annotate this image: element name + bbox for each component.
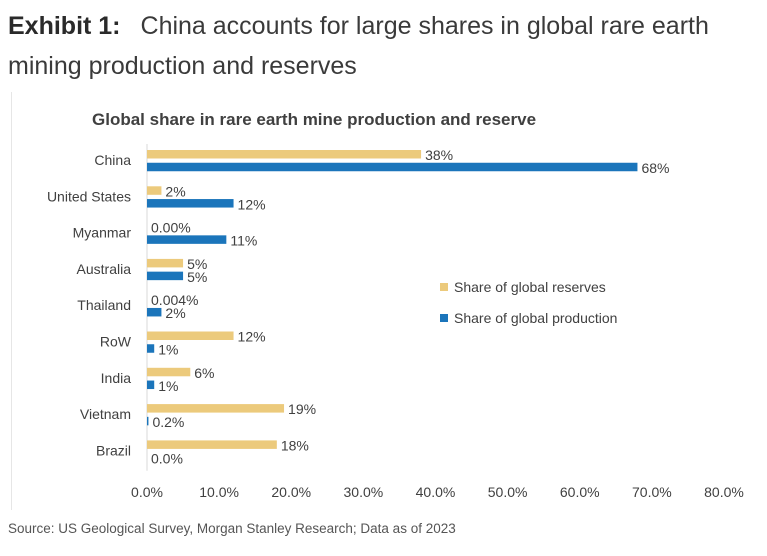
x-tick-label: 0.0% <box>131 484 163 500</box>
reserves-bar <box>147 367 191 377</box>
bar-chart: Global share in rare earth mine producti… <box>47 110 744 500</box>
category-label: United States <box>47 188 131 204</box>
category-label: India <box>101 370 132 386</box>
category-label: RoW <box>100 334 132 350</box>
legend-label-production: Share of global production <box>454 310 617 326</box>
production-data-label: 12% <box>238 196 266 212</box>
source-note: Source: US Geological Survey, Morgan Sta… <box>8 521 456 536</box>
x-tick-label: 50.0% <box>488 484 528 500</box>
production-data-label: 1% <box>158 342 178 358</box>
reserves-data-label: 18% <box>281 437 309 453</box>
x-tick-label: 10.0% <box>199 484 239 500</box>
production-bar <box>147 162 638 172</box>
chart-panel: Global share in rare earth mine producti… <box>11 92 762 510</box>
reserves-bar <box>147 258 184 268</box>
production-data-label: 5% <box>187 269 207 285</box>
category-label: Brazil <box>96 442 131 458</box>
reserves-data-label: 12% <box>238 329 266 345</box>
production-data-label: 68% <box>641 160 669 176</box>
production-data-label: 11% <box>230 233 257 249</box>
reserves-data-label: 0.004% <box>151 292 198 308</box>
production-data-label: 0.2% <box>152 414 184 430</box>
x-tick-label: 30.0% <box>344 484 384 500</box>
chart-title: Global share in rare earth mine producti… <box>92 110 536 129</box>
exhibit-title: China accounts for large shares in globa… <box>8 12 709 80</box>
production-bar <box>147 235 227 244</box>
production-bar <box>147 416 149 426</box>
production-bar <box>147 271 184 281</box>
legend-label-reserves: Share of global reserves <box>454 279 606 295</box>
x-tick-label: 70.0% <box>632 484 672 500</box>
reserves-bar <box>147 440 277 449</box>
x-tick-label: 60.0% <box>560 484 600 500</box>
exhibit-label: Exhibit 1: <box>8 12 121 40</box>
x-tick-label: 40.0% <box>416 484 456 500</box>
x-tick-label: 80.0% <box>704 484 744 500</box>
production-data-label: 1% <box>158 378 178 394</box>
reserves-bar <box>147 331 234 340</box>
reserves-data-label: 5% <box>187 256 207 272</box>
reserves-bar <box>147 404 285 413</box>
category-label: Vietnam <box>80 406 131 422</box>
reserves-bar <box>147 186 162 195</box>
category-label: China <box>94 152 131 168</box>
reserves-data-label: 19% <box>288 401 316 417</box>
production-data-label: 0.0% <box>151 450 183 466</box>
reserves-bar <box>147 150 422 159</box>
category-label: Thailand <box>77 297 131 313</box>
reserves-data-label: 38% <box>425 147 453 163</box>
category-label: Australia <box>77 261 132 277</box>
production-bar <box>147 380 155 390</box>
reserves-data-label: 6% <box>194 365 214 381</box>
category-label: Myanmar <box>73 225 132 241</box>
production-bar <box>147 199 234 208</box>
legend-swatch-production <box>440 314 448 322</box>
x-tick-label: 20.0% <box>271 484 311 500</box>
production-data-label: 2% <box>165 305 185 321</box>
exhibit-heading: Exhibit 1: China accounts for large share… <box>8 6 758 86</box>
reserves-data-label: 0.00% <box>151 220 191 236</box>
reserves-data-label: 2% <box>165 183 185 199</box>
production-bar <box>147 307 162 317</box>
production-bar <box>147 344 155 353</box>
legend-swatch-reserves <box>440 283 448 291</box>
